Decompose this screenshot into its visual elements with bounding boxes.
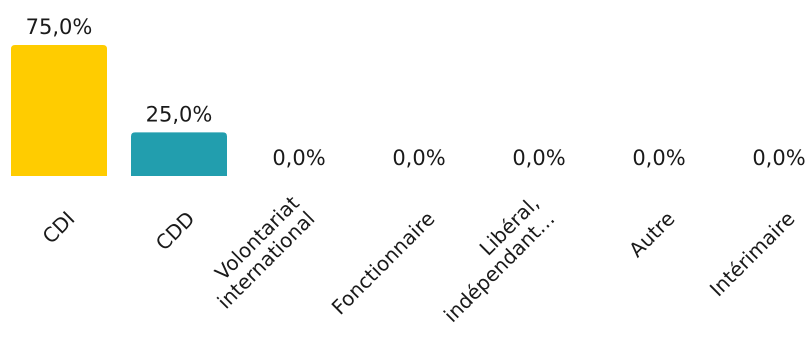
tick-label-line: Autre [624, 207, 679, 262]
value-label-6: 0,0% [752, 146, 805, 170]
tick-label-6: Intérimaire [705, 207, 800, 302]
tick-label-3: Fonctionnaire [327, 207, 440, 320]
tick-label-1: CDD [151, 207, 200, 256]
value-label-4: 0,0% [512, 146, 565, 170]
tick-label-line: Intérimaire [705, 207, 800, 302]
bar-0 [11, 45, 107, 176]
value-label-3: 0,0% [392, 146, 445, 170]
tick-label-4: Libéral,indépendant… [439, 191, 559, 327]
value-label-0: 75,0% [26, 15, 93, 39]
value-label-5: 0,0% [632, 146, 685, 170]
tick-label-line: CDI [38, 207, 80, 249]
tick-label-5: Autre [624, 207, 679, 262]
tick-label-0: CDI [38, 207, 80, 249]
value-label-2: 0,0% [272, 146, 325, 170]
value-label-1: 25,0% [146, 102, 213, 126]
tick-label-line: CDD [151, 207, 200, 256]
bar-1 [131, 132, 227, 176]
tick-label-line: Fonctionnaire [327, 207, 440, 320]
